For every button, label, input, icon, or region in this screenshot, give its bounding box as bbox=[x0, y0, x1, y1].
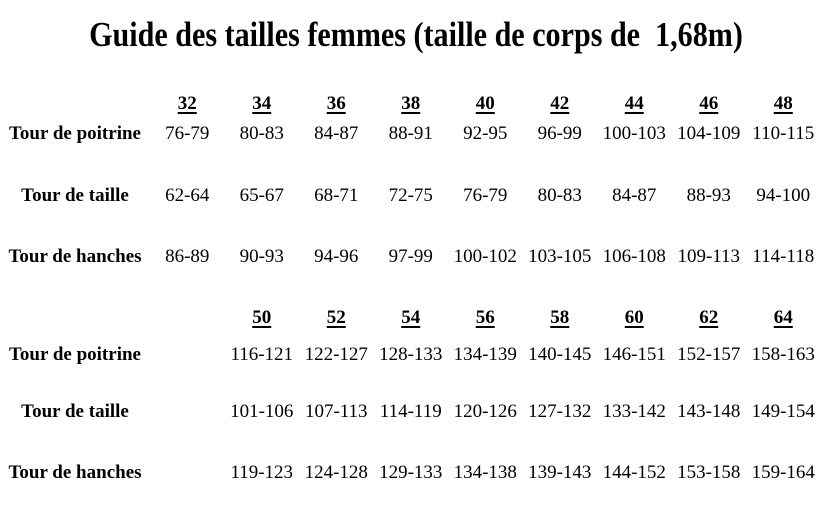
measurement-value: 86-89 bbox=[165, 246, 210, 267]
measurement-label: Tour de poitrine bbox=[9, 123, 141, 144]
size-header: 48 bbox=[773, 93, 793, 114]
measurement-value: 100-102 bbox=[453, 246, 517, 267]
measurement-value: 106-108 bbox=[602, 246, 666, 267]
measurement-value: 149-154 bbox=[751, 401, 815, 422]
size-header-row-2: 50 52 54 56 58 60 62 64 bbox=[0, 307, 832, 329]
size-header: 46 bbox=[699, 93, 719, 114]
measurement-label: Tour de taille bbox=[21, 401, 129, 422]
size-header: 56 bbox=[475, 307, 495, 328]
measurement-value: 76-79 bbox=[463, 185, 508, 206]
measurement-value: 122-127 bbox=[304, 344, 368, 365]
measurement-value: 158-163 bbox=[751, 344, 815, 365]
measurement-label: Tour de poitrine bbox=[9, 344, 141, 365]
measurement-value: 129-133 bbox=[379, 462, 443, 483]
measurement-value: 76-79 bbox=[165, 123, 210, 144]
measurement-value: 146-151 bbox=[602, 344, 666, 365]
size-header: 34 bbox=[252, 93, 272, 114]
measurement-value: 119-123 bbox=[230, 462, 294, 483]
measurement-value: 88-93 bbox=[686, 185, 731, 206]
empty-cell bbox=[150, 307, 225, 329]
measurement-value: 72-75 bbox=[388, 185, 433, 206]
measurement-value: 144-152 bbox=[602, 462, 666, 483]
measurement-value: 65-67 bbox=[239, 185, 284, 206]
measurement-value: 96-99 bbox=[537, 123, 582, 144]
size-header: 38 bbox=[401, 93, 421, 114]
measurement-row-hips-2: Tour de hanches 119-123 124-128 129-133 … bbox=[0, 462, 832, 484]
measurement-value: 97-99 bbox=[388, 246, 433, 267]
size-header: 54 bbox=[401, 307, 421, 328]
empty-cell bbox=[150, 462, 225, 484]
empty-cell bbox=[150, 344, 225, 366]
page-title: Guide des tailles femmes (taille de corp… bbox=[89, 15, 743, 54]
measurement-value: 100-103 bbox=[602, 123, 666, 144]
measurement-value: 120-126 bbox=[453, 401, 517, 422]
empty-cell bbox=[0, 307, 150, 329]
size-header-row-1: 32 34 36 38 40 42 44 46 48 bbox=[0, 93, 832, 115]
measurement-value: 153-158 bbox=[677, 462, 741, 483]
measurement-value: 114-118 bbox=[752, 246, 815, 267]
measurement-label: Tour de hanches bbox=[8, 462, 142, 483]
size-header: 44 bbox=[624, 93, 644, 114]
measurement-value: 104-109 bbox=[677, 123, 741, 144]
measurement-row-chest-2: Tour de poitrine 116-121 122-127 128-133… bbox=[0, 344, 832, 366]
measurement-value: 62-64 bbox=[165, 185, 210, 206]
measurement-value: 114-119 bbox=[379, 401, 442, 422]
measurement-value: 159-164 bbox=[751, 462, 815, 483]
measurement-row-hips-1: Tour de hanches 86-89 90-93 94-96 97-99 … bbox=[0, 246, 832, 268]
measurement-value: 128-133 bbox=[379, 344, 443, 365]
measurement-value: 134-139 bbox=[453, 344, 517, 365]
size-header: 64 bbox=[773, 307, 793, 328]
measurement-value: 90-93 bbox=[239, 246, 284, 267]
measurement-value: 134-138 bbox=[453, 462, 517, 483]
measurement-value: 107-113 bbox=[304, 401, 368, 422]
measurement-value: 92-95 bbox=[463, 123, 508, 144]
measurement-value: 101-106 bbox=[230, 401, 294, 422]
size-header: 52 bbox=[326, 307, 346, 328]
empty-cell bbox=[0, 93, 150, 115]
size-header: 42 bbox=[550, 93, 570, 114]
measurement-value: 80-83 bbox=[239, 123, 284, 144]
measurement-row-waist-2: Tour de taille 101-106 107-113 114-119 1… bbox=[0, 401, 832, 423]
size-header: 32 bbox=[177, 93, 197, 114]
measurement-value: 116-121 bbox=[230, 344, 294, 365]
measurement-row-chest-1: Tour de poitrine 76-79 80-83 84-87 88-91… bbox=[0, 123, 832, 145]
measurement-value: 84-87 bbox=[612, 185, 657, 206]
size-header: 40 bbox=[475, 93, 495, 114]
measurement-value: 139-143 bbox=[528, 462, 592, 483]
measurement-value: 84-87 bbox=[314, 123, 359, 144]
size-header: 60 bbox=[624, 307, 644, 328]
measurement-value: 94-100 bbox=[756, 185, 811, 206]
measurement-row-waist-1: Tour de taille 62-64 65-67 68-71 72-75 7… bbox=[0, 185, 832, 207]
empty-cell bbox=[150, 401, 225, 423]
size-header: 58 bbox=[550, 307, 570, 328]
measurement-value: 94-96 bbox=[314, 246, 359, 267]
measurement-label: Tour de taille bbox=[21, 185, 129, 206]
measurement-value: 133-142 bbox=[602, 401, 666, 422]
measurement-value: 143-148 bbox=[677, 401, 741, 422]
measurement-label: Tour de hanches bbox=[8, 246, 142, 267]
measurement-value: 110-115 bbox=[752, 123, 815, 144]
measurement-value: 109-113 bbox=[677, 246, 741, 267]
measurement-value: 103-105 bbox=[528, 246, 592, 267]
measurement-value: 127-132 bbox=[528, 401, 592, 422]
size-header: 62 bbox=[699, 307, 719, 328]
measurement-value: 68-71 bbox=[314, 185, 359, 206]
measurement-value: 88-91 bbox=[388, 123, 433, 144]
measurement-value: 152-157 bbox=[677, 344, 741, 365]
measurement-value: 140-145 bbox=[528, 344, 592, 365]
size-header: 36 bbox=[326, 93, 346, 114]
size-header: 50 bbox=[252, 307, 272, 328]
measurement-value: 80-83 bbox=[537, 185, 582, 206]
measurement-value: 124-128 bbox=[304, 462, 368, 483]
